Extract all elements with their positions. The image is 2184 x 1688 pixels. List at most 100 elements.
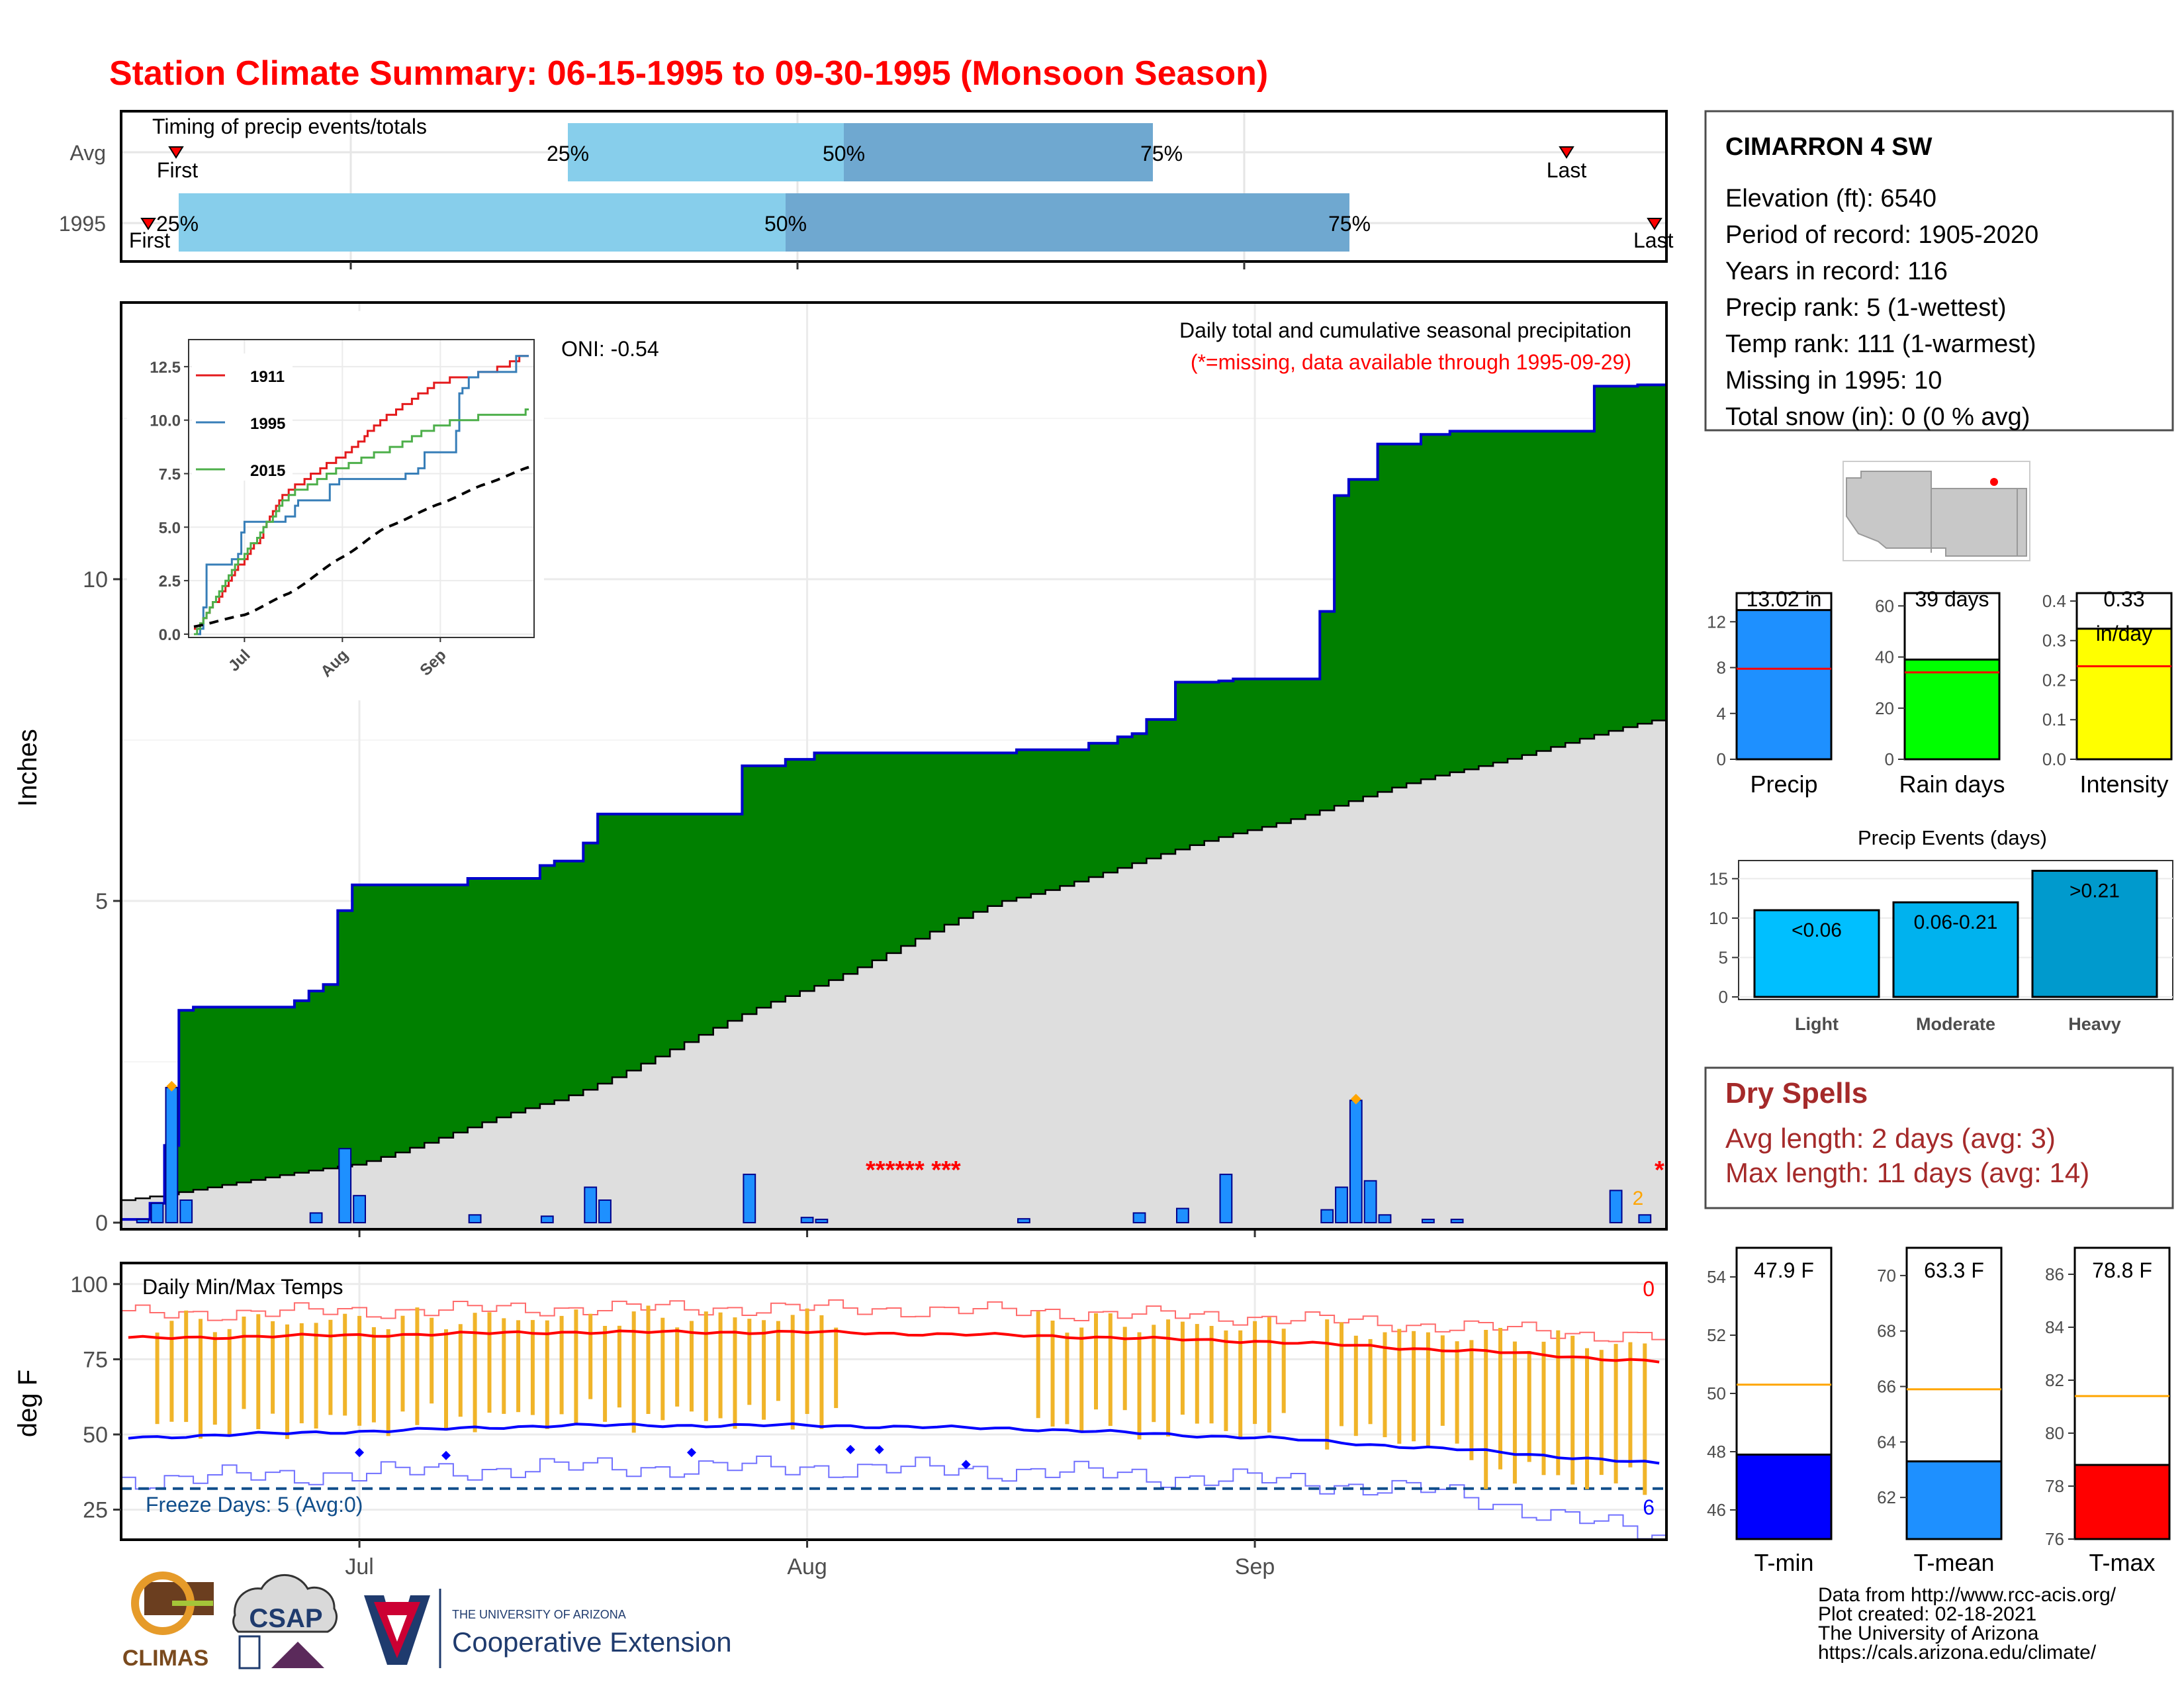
summary-bar-ytick: 12	[1707, 612, 1726, 632]
inset-legend-2015: 2015	[250, 462, 285, 480]
cumulative-1995-line	[121, 383, 1666, 1221]
daily-bar	[1450, 1219, 1464, 1223]
daily-bar	[1017, 1218, 1030, 1223]
main-ytick-label: 5	[95, 889, 108, 914]
daily-bar	[1219, 1174, 1233, 1223]
daily-precip-bars	[136, 1080, 1652, 1224]
daily-bar	[1335, 1186, 1348, 1223]
daily-temp-range	[1541, 1341, 1546, 1476]
daily-bar	[338, 1148, 352, 1223]
footer-line-3: The University of Arizona	[1818, 1622, 2039, 1644]
daily-temp-range	[1484, 1330, 1488, 1489]
daily-temp-range	[1412, 1331, 1416, 1442]
station-line-7: Total snow (in): 0 (0 % avg)	[1725, 403, 2030, 431]
station-line-2: Period of record: 1905-2020	[1725, 221, 2038, 249]
freeze-days: Freeze Days: 5 (Avg:0)	[146, 1493, 363, 1517]
inset-line-2015	[194, 408, 529, 635]
daily-temp-range	[516, 1320, 521, 1413]
temp-bar-ytick: 80	[2045, 1423, 2064, 1443]
daily-temp-range	[1224, 1330, 1228, 1431]
daily-temp-range	[1340, 1322, 1343, 1427]
summary-bar-ytick: 20	[1875, 698, 1894, 718]
daily-temp-range	[1065, 1333, 1069, 1425]
temperature-panel: Daily Min/Max Temps Freeze Days: 5 (Avg:…	[13, 1262, 1668, 1579]
footer-line-2: Plot created: 02-18-2021	[1818, 1603, 2036, 1625]
daily-bar	[1609, 1190, 1623, 1224]
daily-temp-range	[733, 1317, 737, 1429]
events-bar-text: <0.06	[1792, 919, 1842, 941]
daily-temp-range	[1440, 1335, 1445, 1426]
daily-bar	[353, 1195, 367, 1223]
summary-bar-intensity: 0.0 0.1 0.2 0.3 0.4 0.33 in/day Intensity	[2042, 587, 2173, 798]
temp-bar-value: 78.8 F	[2092, 1258, 2152, 1282]
daily-temp-range	[1570, 1335, 1575, 1485]
temps-title: Daily Min/Max Temps	[142, 1275, 343, 1299]
station-info-box: CIMARRON 4 SW Elevation (ft): 6540 Perio…	[1704, 110, 2174, 432]
summary-bar-value: 13.02 in	[1747, 587, 1822, 611]
daily-temp-range	[1512, 1341, 1517, 1484]
daily-temp-range	[834, 1327, 839, 1409]
temp-bar-fill	[2073, 1464, 2171, 1540]
daily-temp-range	[242, 1316, 246, 1409]
yr-p75-label: 75%	[1328, 212, 1371, 236]
daily-temp-range	[559, 1315, 564, 1415]
temp-bar-ytick: 82	[2045, 1370, 2064, 1390]
orange-count: 2	[1633, 1188, 1644, 1209]
daily-temp-range	[386, 1329, 390, 1436]
temp-ytick-label: 100	[70, 1272, 108, 1297]
daily-temp-range	[328, 1319, 333, 1415]
events-bar-label: Moderate	[1916, 1014, 1995, 1034]
temp-bar-fill	[1905, 1460, 2003, 1540]
daily-bar	[150, 1202, 164, 1224]
record-high-line	[121, 1299, 1666, 1342]
temp-bar-ytick: 76	[2045, 1529, 2064, 1549]
timing-row-1995: 1995	[59, 212, 106, 236]
normal-cumulative-line	[121, 720, 1666, 1201]
events-ytick: 15	[1709, 868, 1728, 888]
summary-bar-fill	[2075, 628, 2173, 761]
avg-tmin-line	[128, 1422, 1660, 1465]
temp-bar-t-min: 46 48 50 52 54 47.9 F T-min	[1707, 1246, 1833, 1576]
location-map	[1843, 461, 2030, 561]
ua-logo: THE UNIVERSITY OF ARIZONA Cooperative Ex…	[364, 1589, 732, 1668]
events-ytick: 5	[1719, 947, 1728, 967]
min-temp-marker	[846, 1444, 856, 1454]
temp-bar-t-max: 76 78 80 82 84 86 78.8 F T-max	[2045, 1246, 2171, 1576]
daily-temp-range	[617, 1325, 621, 1408]
daily-temp-range	[1325, 1319, 1330, 1450]
daily-temp-range	[776, 1321, 780, 1401]
daily-temp-range	[545, 1320, 549, 1429]
daily-temp-range	[1036, 1311, 1040, 1419]
min-temp-marker	[961, 1460, 971, 1470]
daily-temp-range	[675, 1327, 680, 1407]
daily-bar	[1422, 1219, 1435, 1223]
daily-temp-range	[1195, 1324, 1199, 1424]
daily-bar	[1378, 1214, 1392, 1224]
extreme-marker	[166, 1080, 177, 1092]
daily-temp-range	[299, 1323, 304, 1424]
daily-temp-range	[458, 1324, 463, 1417]
daily-temp-range	[256, 1314, 261, 1429]
station-line-6: Missing in 1995: 10	[1725, 367, 1942, 395]
temp-ytick-label: 75	[83, 1347, 108, 1372]
timing-panel: Timing of precip events/totals Avg 1995 …	[59, 110, 1674, 269]
summary-bar-value: 39 days	[1915, 587, 1989, 611]
temp-bar-value: 63.3 F	[1924, 1258, 1984, 1282]
normal-cumulative-area	[121, 720, 1666, 1229]
daily-temp-range	[1238, 1330, 1243, 1439]
daily-bar	[1349, 1100, 1363, 1224]
yr-last-label: Last	[1633, 228, 1674, 252]
summary-bar-ytick: 0.1	[2042, 710, 2066, 729]
temp-xtick-label: Sep	[1235, 1554, 1275, 1579]
temp-bar-ytick: 62	[1877, 1487, 1896, 1507]
daily-temp-range	[155, 1333, 159, 1425]
daily-temp-range	[502, 1318, 506, 1414]
daily-temp-range	[1281, 1329, 1286, 1413]
temp-bar-ytick: 46	[1707, 1500, 1726, 1520]
summary-bar-ytick: 0	[1885, 749, 1894, 769]
inset-ytick-label: 0.0	[159, 626, 181, 644]
oni-label: ONI: -0.54	[561, 337, 659, 361]
avg-50-75-band	[844, 123, 1153, 181]
csap-logo: CSAP	[232, 1573, 338, 1669]
